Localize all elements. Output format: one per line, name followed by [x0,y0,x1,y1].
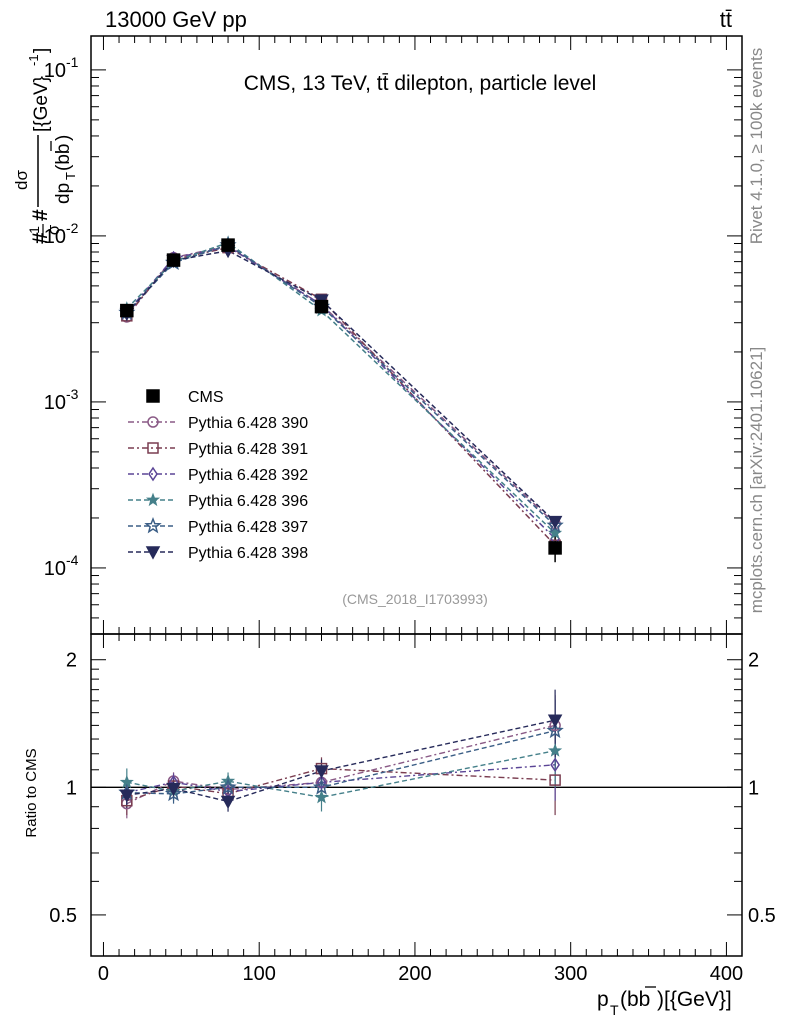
ratio-y-tick-label: 0.5 [49,905,77,927]
svg-text:10: 10 [44,226,66,248]
ratio-marker-pythia-6-428-391 [549,774,561,786]
svg-text:T: T [610,1002,619,1018]
svg-text:-2: -2 [66,220,79,236]
y-tick-label: 10 -4 [44,552,79,580]
ratio-marker-pythia-6-428-397 [312,778,331,795]
series-line-pythia-6-428-397 [126,244,556,527]
ratio-marker-pythia-6-428-398 [314,765,329,779]
svg-text:): ) [53,135,74,141]
analysis-watermark: (CMS_2018_I1703993) [342,591,488,607]
data-point [166,253,181,267]
x-tick-label: 100 [243,963,276,985]
svg-text:[{GeV}: [{GeV} [31,76,52,132]
legend-marker-pythia-6-428-390 [147,416,159,428]
ratio-marker-pythia-6-428-398 [220,795,236,810]
ratio-line-pythia-6-428-391 [126,767,556,802]
ratio-line-pythia-6-428-396 [126,750,556,799]
svg-text:10: 10 [44,558,66,580]
legend-marker-pythia-6-428-397 [144,516,162,534]
y-tick-label: 10 -3 [44,386,79,414]
x-tick-label: 200 [398,963,431,985]
ratio-line-pythia-6-428-398 [126,719,556,803]
legend-label-pythia-6-428-396: Pythia 6.428 396 [188,493,308,510]
ratio-series-group [118,689,564,819]
main-y-axis-label: # 1 σ # dσ dp T (bb ) [{GeV} -1 ] [12,48,78,244]
svg-text:dp: dp [53,183,74,204]
ratio-marker-pythia-6-428-392 [550,757,561,773]
svg-text:1: 1 [26,226,42,234]
ratio-marker-pythia-6-428-396 [548,743,563,757]
svg-text:)[{GeV}]: )[{GeV}] [657,988,732,1011]
ratio-y-tick-label-right: 0.5 [748,905,776,927]
source-label: mcplots.cern.ch [arXiv:2401.10621] [747,347,766,613]
legend-marker-pythia-6-428-392 [148,466,158,482]
ratio-line-pythia-6-428-397 [126,730,556,795]
ratio-y-tick-label-right: 2 [748,650,759,672]
svg-text:#: # [29,232,52,244]
x-tick-label: 0 [98,963,109,985]
series-marker-pythia-6-428-398 [547,515,563,530]
data-point [548,541,562,555]
x-tick-label: 300 [554,963,587,985]
svg-text:(bb: (bb [53,144,74,171]
svg-text:-1: -1 [26,54,41,66]
ratio-marker-pythia-6-428-397 [546,721,564,739]
ratio-marker-pythia-6-428-396 [314,789,329,804]
data-point [221,238,235,252]
legend-label-pythia-6-428-390: Pythia 6.428 390 [188,415,308,432]
ratio-marker-pythia-6-428-398 [166,782,181,797]
legend-label-data: CMS [188,389,224,406]
x-tick-label: 400 [710,963,743,985]
svg-text:dσ: dσ [12,170,31,190]
ratio-marker-pythia-6-428-392 [316,775,327,790]
svg-text:p: p [597,988,609,1011]
ratio-marker-pythia-6-428-397 [219,778,237,795]
legend-marker-data [146,389,160,403]
svg-text:-1: -1 [66,54,79,70]
y-tick-label: 10 -2 [44,220,79,248]
process-label: tt̄ [720,7,732,32]
svg-text:-4: -4 [66,552,79,568]
ratio-y-tick-label-right: 1 [748,777,759,799]
legend-marker-pythia-6-428-396 [145,492,161,507]
svg-text:]: ] [31,48,52,53]
legend-marker-pythia-6-428-391 [147,442,159,454]
svg-text:-3: -3 [66,386,79,402]
series-line-pythia-6-428-396 [126,241,556,534]
legend-label-pythia-6-428-391: Pythia 6.428 391 [188,441,308,458]
ratio-plot-frame [90,633,743,957]
series-line-pythia-6-428-398 [126,249,556,523]
beam-energy-label: 13000 GeV pp [105,7,247,32]
main-plot-title: CMS, 13 TeV, tt̄ dilepton, particle leve… [244,72,597,95]
main-series-group [118,235,564,563]
svg-text:σ: σ [44,224,63,235]
legend: CMS Pythia 6.428 390 Pythia 6.428 391 Pythi… [128,389,308,562]
ratio-y-tick-label: 1 [66,777,77,799]
rivet-version-label: Rivet 4.1.0, ≥ 100k events [747,48,766,244]
svg-text:10: 10 [44,392,66,414]
y-tick-label: 10 -1 [44,54,79,82]
legend-marker-pythia-6-428-398 [145,546,161,560]
svg-text:10: 10 [44,60,66,82]
data-point [314,299,329,314]
ratio-y-axis-label: Ratio to CMS [23,748,40,837]
legend-label-pythia-6-428-398: Pythia 6.428 398 [188,545,308,562]
ratio-marker-pythia-6-428-397 [164,784,183,802]
svg-text:#: # [29,209,52,221]
svg-text:T: T [63,172,78,180]
ratio-marker-pythia-6-428-398 [547,714,563,728]
data-point [120,303,134,318]
legend-label-pythia-6-428-397: Pythia 6.428 397 [188,519,308,536]
svg-text:(bb: (bb [620,988,650,1011]
ratio-marker-pythia-6-428-398 [119,789,135,803]
legend-label-pythia-6-428-392: Pythia 6.428 392 [188,467,308,484]
ratio-y-tick-label: 2 [66,650,77,672]
x-axis-label: p T (bb )[{GeV}] [597,986,732,1018]
